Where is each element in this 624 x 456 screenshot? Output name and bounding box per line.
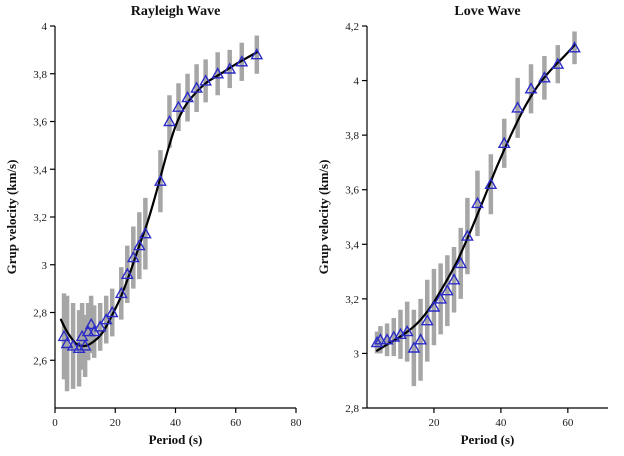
svg-text:3,6: 3,6 (33, 117, 47, 129)
x-axis-label: Period (s) (148, 432, 203, 447)
svg-text:3: 3 (354, 348, 360, 360)
rayleigh-wave-chart: Rayleigh Wave Grup velocity (km/s) 2,6 2,… (4, 4, 303, 447)
chart-title: Rayleigh Wave (130, 4, 221, 19)
svg-text:4: 4 (42, 21, 48, 33)
svg-text:3,2: 3,2 (345, 294, 359, 306)
svg-text:0: 0 (52, 417, 58, 429)
svg-text:2,8: 2,8 (33, 308, 47, 320)
svg-text:60: 60 (562, 417, 574, 429)
svg-text:3,4: 3,4 (345, 239, 359, 251)
svg-text:2,8: 2,8 (345, 403, 359, 415)
svg-text:20: 20 (428, 417, 440, 429)
svg-text:3: 3 (42, 260, 48, 272)
x-axis-label: Period (s) (460, 432, 515, 447)
chart-title: Love Wave (454, 4, 521, 19)
svg-text:80: 80 (291, 417, 303, 429)
svg-text:4,2: 4,2 (345, 21, 359, 33)
svg-text:3,2: 3,2 (33, 212, 47, 224)
svg-text:2,6: 2,6 (33, 355, 47, 367)
love-chart-canvas: 2,8 3 3,2 3,4 3,6 3,8 4 4,2 20 40 60 (345, 21, 608, 429)
rayleigh-chart-canvas: 2,62,833,23,43,63,840 20 40 60 80 (33, 21, 303, 429)
love-wave-chart: Love Wave Grup velocity (km/s) 2,8 3 3,2 3,… (312, 0, 624, 456)
svg-text:3,8: 3,8 (33, 69, 47, 81)
svg-text:4: 4 (354, 76, 360, 88)
svg-text:3,6: 3,6 (345, 185, 359, 197)
svg-text:60: 60 (230, 417, 242, 429)
svg-text:3,4: 3,4 (33, 164, 47, 176)
svg-text:3,8: 3,8 (345, 130, 359, 142)
svg-text:20: 20 (110, 417, 122, 429)
svg-text:40: 40 (495, 417, 507, 429)
svg-text:40: 40 (170, 417, 182, 429)
